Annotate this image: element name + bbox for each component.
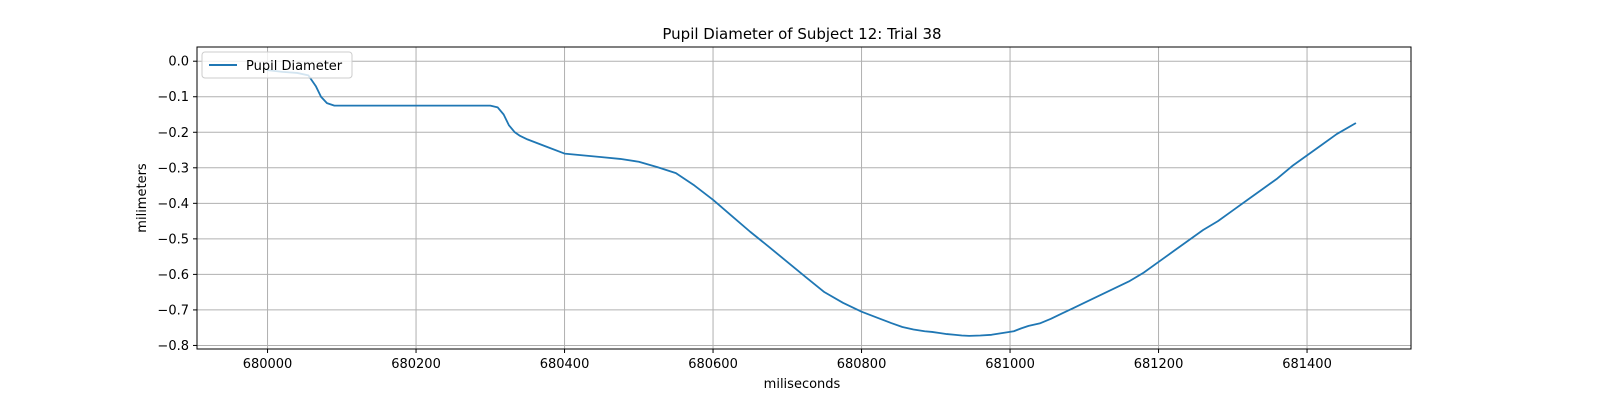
y-tick-label: −0.6 xyxy=(157,268,189,283)
x-tick-label: 680600 xyxy=(688,357,738,372)
x-tick-label: 680800 xyxy=(837,357,887,372)
series-layer xyxy=(266,69,1357,337)
x-tick-label: 680000 xyxy=(243,357,293,372)
y-tick-label: −0.4 xyxy=(157,197,189,212)
legend-box xyxy=(201,51,353,79)
x-tick-label: 681000 xyxy=(985,357,1035,372)
y-tick-label: −0.8 xyxy=(157,339,189,354)
plot-frame xyxy=(196,46,1412,350)
y-axis-label: milimeters xyxy=(135,163,150,233)
x-axis: 680000 680200 680400 680600 680800 681000 6812… xyxy=(243,349,1332,372)
y-tick-label: −0.3 xyxy=(157,161,189,176)
y-tick-label: 0.0 xyxy=(168,55,189,70)
x-tick-label: 680400 xyxy=(540,357,590,372)
y-tick-label: −0.7 xyxy=(157,303,189,318)
y-tick-label: −0.1 xyxy=(157,90,189,105)
y-tick-label: −0.2 xyxy=(157,126,189,141)
y-tick-label: −0.5 xyxy=(157,232,189,247)
y-axis: 0.0 −0.1 −0.2 −0.3 −0.4 −0.5 −0.6 −0.7 −0.8 xyxy=(157,55,197,354)
x-tick-label: 680200 xyxy=(391,357,441,372)
grid xyxy=(197,47,1411,349)
x-tick-label: 681200 xyxy=(1134,357,1184,372)
legend-label: Pupil Diameter xyxy=(246,59,343,74)
x-tick-label: 681400 xyxy=(1282,357,1332,372)
chart-title: Pupil Diameter of Subject 12: Trial 38 xyxy=(662,25,941,43)
legend: Pupil Diameter xyxy=(201,51,353,79)
x-axis-label: miliseconds xyxy=(764,377,841,392)
series-line-pupil-diameter xyxy=(266,69,1357,337)
